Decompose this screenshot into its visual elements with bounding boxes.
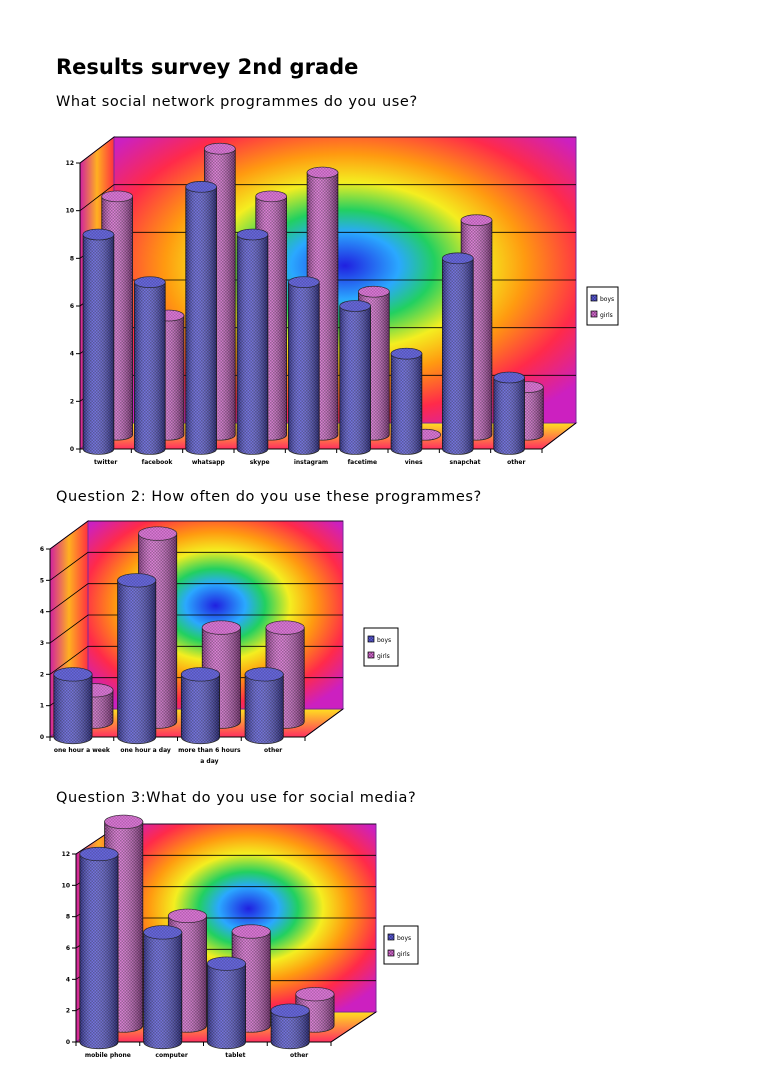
legend-label-girls: girls (600, 312, 613, 319)
gridline (49, 583, 343, 612)
x-category-label: other (507, 459, 525, 466)
legend: boys girls (586, 286, 619, 326)
legend-label-girls: girls (397, 951, 410, 958)
x-category-label: twitter (94, 459, 117, 466)
x-category-label: vines (405, 459, 423, 466)
question-2-text: Question 2: How often do you use these p… (56, 489, 482, 505)
bar-boys-computer (143, 925, 183, 1050)
gridline (79, 136, 576, 164)
x-category-label: facetime (348, 459, 378, 466)
y-tick-label: 3 (40, 640, 44, 647)
x-category-label: tablet (225, 1052, 245, 1059)
bar-boys-more-than-6-hours-a-day (180, 667, 220, 745)
bar-boys-skype (236, 228, 269, 455)
question-3-text: Question 3:What do you use for social me… (56, 790, 417, 806)
y-tick-label: 2 (66, 1008, 70, 1015)
bar-boys-other (244, 667, 284, 745)
legend-swatch-girls (367, 651, 375, 659)
gridline (49, 645, 343, 675)
y-tick-label: 0 (70, 446, 74, 453)
legend-swatch-boys (367, 635, 375, 643)
y-tick-label: 5 (40, 577, 44, 584)
bar-boys-facebook (134, 276, 166, 455)
x-category-label: other (264, 747, 282, 754)
legend: boys girls (383, 925, 419, 965)
bar-boys-instagram (288, 276, 320, 455)
x-category-label: instagram (294, 459, 328, 466)
legend-label-boys: boys (397, 935, 411, 942)
gridline (79, 184, 576, 211)
x-category-label: computer (155, 1052, 187, 1059)
y-tick-label: 4 (70, 351, 74, 358)
y-tick-label: 2 (40, 671, 44, 678)
legend-swatch-boys (387, 933, 395, 941)
gridline (49, 520, 343, 550)
y-tick-label: 6 (70, 303, 74, 310)
y-tick-label: 8 (66, 914, 70, 921)
y-tick-label: 6 (66, 945, 70, 952)
bar-boys-twitter (82, 228, 115, 455)
bar-boys-facetime (339, 300, 371, 455)
bar-boys-snapchat (442, 252, 474, 455)
legend-swatch-boys (590, 294, 598, 302)
y-tick-label: 12 (62, 851, 70, 858)
y-tick-label: 4 (66, 976, 70, 983)
legend: boys girls (363, 627, 399, 667)
x-category-label: one hour a day (120, 747, 171, 754)
bar-girls-more-than-6-hours-a-day (201, 620, 241, 729)
bar-boys-tablet (206, 956, 246, 1050)
bar-boys-vines (390, 347, 423, 455)
bar-boys-mobile-phone (79, 846, 119, 1050)
x-category-label: other (290, 1052, 308, 1059)
x-category-label: facebook (142, 459, 174, 466)
bar-boys-one-hour-a-week (53, 667, 93, 745)
bar-boys-other (270, 1003, 310, 1050)
gridline (49, 614, 343, 644)
gridline (49, 551, 343, 581)
y-tick-label: 10 (66, 208, 74, 215)
legend-label-boys: boys (600, 296, 614, 303)
legend-label-boys: boys (377, 637, 391, 644)
y-tick-label: 0 (40, 734, 44, 741)
y-tick-label: 10 (62, 882, 70, 889)
x-category-label: more than 6 hours a day (178, 747, 241, 765)
y-tick-label: 8 (70, 255, 74, 262)
legend-swatch-girls (387, 949, 395, 957)
x-category-label: skype (250, 459, 270, 466)
y-tick-label: 2 (70, 398, 74, 405)
y-tick-label: 4 (40, 609, 44, 616)
x-category-label: mobile phone (85, 1052, 131, 1059)
x-category-label: whatsapp (192, 459, 226, 466)
bar-boys-one-hour-a-day (117, 573, 157, 745)
y-tick-label: 1 (40, 703, 44, 710)
x-category-label: one hour a week (54, 747, 111, 754)
bar-boys-whatsapp (185, 181, 217, 455)
y-tick-label: 6 (40, 546, 44, 553)
bar-boys-other (493, 371, 525, 455)
x-category-label: snapchat (450, 459, 481, 466)
y-tick-label: 0 (66, 1039, 70, 1046)
page-title: Results survey 2nd grade (56, 55, 359, 79)
legend-label-girls: girls (377, 653, 390, 660)
question-1-text: What social network programmes do you us… (56, 94, 418, 110)
legend-swatch-girls (590, 310, 598, 318)
y-tick-label: 12 (66, 160, 74, 167)
